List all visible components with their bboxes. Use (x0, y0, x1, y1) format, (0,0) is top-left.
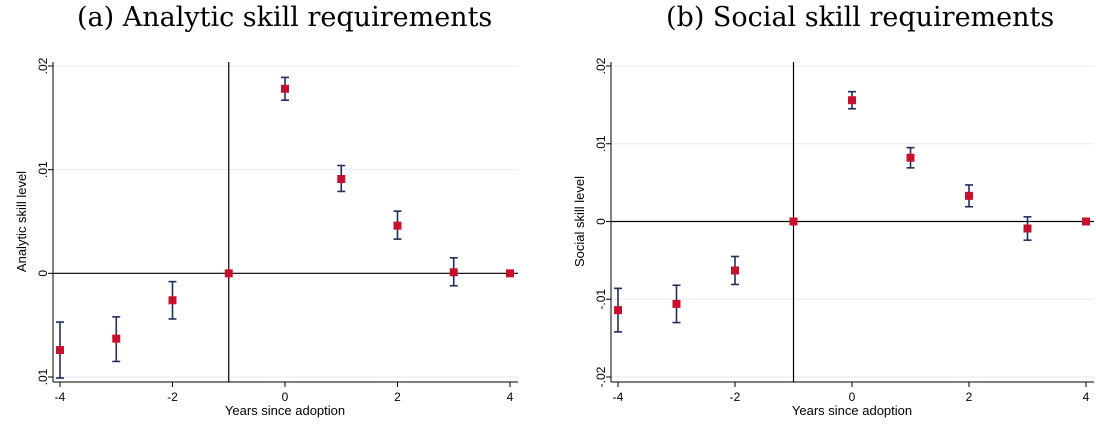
data-point (965, 191, 973, 200)
panel-analytic: (a) Analytic skill requirements .01 0 .01.… (0, 0, 540, 426)
data-point (672, 299, 681, 308)
data-point (731, 266, 739, 275)
y-tick-label: .01 (36, 368, 50, 385)
x-tick-label: -4 (613, 390, 624, 404)
data-point (224, 269, 233, 278)
data-point (506, 269, 514, 278)
y-axis-label: Social skill level (572, 176, 587, 267)
data-point (449, 268, 458, 277)
y-tick-label: .02 (36, 57, 50, 74)
y-tick-label: .02 (594, 57, 608, 74)
data-point (112, 334, 121, 343)
y-tick-label: 0 (594, 218, 608, 225)
x-axis-label: Years since adoption (225, 403, 345, 418)
data-point (848, 96, 856, 105)
x-axis-label: Years since adoption (792, 403, 912, 418)
x-tick-label: -2 (167, 390, 178, 404)
data-point (614, 306, 622, 315)
data-point (393, 221, 402, 230)
data-point (1082, 217, 1090, 226)
x-tick-label: 2 (966, 390, 973, 404)
panel-social: (b) Social skill requirements -.02 -.01 0.… (548, 0, 1096, 426)
y-tick-label: 0 (36, 270, 50, 277)
data-point (281, 84, 289, 93)
social-chart: -.02 -.01 0 .01 .02 -4 -2 0 2 4 Years since adopti… (572, 57, 1094, 418)
x-tick-label: 4 (1083, 390, 1090, 404)
x-tick-label: 4 (507, 390, 514, 404)
y-axis-label: Analytic skill level (14, 171, 29, 272)
x-tick-label: -2 (730, 390, 741, 404)
chart-title: (b) Social skill requirements (666, 2, 1055, 33)
data-point (56, 346, 64, 355)
x-tick-label: 0 (282, 390, 289, 404)
data-point (337, 174, 346, 183)
chart-title: (a) Analytic skill requirements (77, 2, 493, 33)
x-tick-label: -4 (55, 390, 66, 404)
x-tick-label: 2 (394, 390, 401, 404)
data-point (906, 153, 915, 162)
y-tick-label: .01 (594, 135, 608, 152)
data-point (1023, 224, 1032, 233)
data-point (789, 217, 798, 226)
y-tick-label: -.01 (594, 289, 608, 310)
y-tick-label: -.02 (594, 366, 608, 387)
analytic-chart: .01 0 .01 .02 -4 -2 0 2 4 Years since adoption Ana… (14, 57, 518, 418)
y-tick-label: .01 (36, 161, 50, 178)
data-point (168, 296, 177, 305)
x-tick-label: 0 (849, 390, 856, 404)
